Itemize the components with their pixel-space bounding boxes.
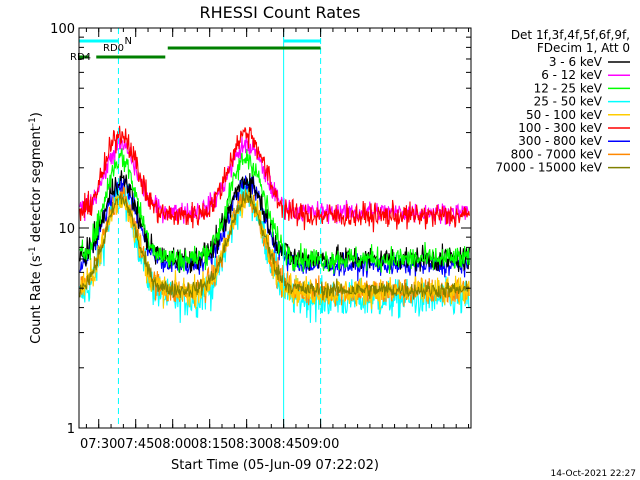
y-tick-label: 10 [58,222,75,237]
legend-entry-label: 25 - 50 keV [534,95,603,109]
series-line [79,125,470,233]
legend-entry-label: 300 - 800 keV [518,134,602,148]
x-axis-title: Start Time (05-Jun-09 07:22:02) [171,458,379,473]
series-line [79,191,470,301]
footer-timestamp: 14-Oct-2021 22:27 [551,469,636,479]
x-tick-label: 07:45 [117,437,154,452]
legend-header-line1: Det 1f,3f,4f,5f,6f,9f, [511,28,630,42]
legend: Det 1f,3f,4f,5f,6f,9f, FDecim 1, Att 0 3… [495,28,630,175]
x-tick-label: 08:15 [191,437,228,452]
vertical-markers [117,28,322,428]
x-tick-label: 08:45 [265,437,302,452]
flag-label-n: N [124,36,131,47]
y-axis: 1 10 100 [50,22,471,437]
legend-entry-label: 50 - 100 keV [526,108,603,122]
x-tick-label: 09:00 [302,437,339,452]
x-tick-label: 08:00 [154,437,191,452]
legend-entry-label: 800 - 7000 keV [511,147,603,161]
flag-label-rd4: RD4 [70,52,91,63]
series-line [79,148,470,274]
y-tick-label: 1 [67,422,75,437]
legend-entry-label: 6 - 12 keV [541,68,603,82]
legend-entry-label: 7000 - 15000 keV [495,161,602,175]
legend-entry-label: 3 - 6 keV [549,55,603,69]
legend-header-line2: FDecim 1, Att 0 [537,41,630,55]
x-axis: 07:30 07:45 08:00 08:15 08:30 08:45 09:00 [80,28,470,452]
chart-title: RHESSI Count Rates [200,3,361,22]
legend-entry-label: 100 - 300 keV [518,121,602,135]
x-tick-label: 07:30 [80,437,117,452]
y-tick-label: 100 [50,22,75,37]
y-axis-title: Count Rate (s-1 detector segment-1) [28,112,44,344]
legend-entry-label: 12 - 25 keV [534,81,603,95]
flag-label-rd0: RD0 [103,43,124,54]
x-tick-label: 08:30 [228,437,265,452]
data-layer [79,125,470,323]
